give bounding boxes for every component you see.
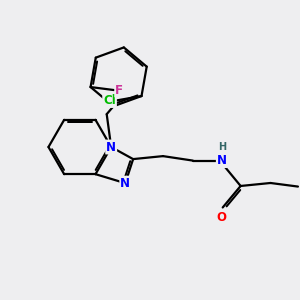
Text: N: N (217, 154, 227, 167)
Text: F: F (115, 83, 123, 97)
Text: N: N (120, 177, 130, 190)
Text: N: N (106, 140, 116, 154)
Text: H: H (218, 142, 226, 152)
Text: Cl: Cl (103, 94, 116, 107)
Text: O: O (216, 211, 226, 224)
